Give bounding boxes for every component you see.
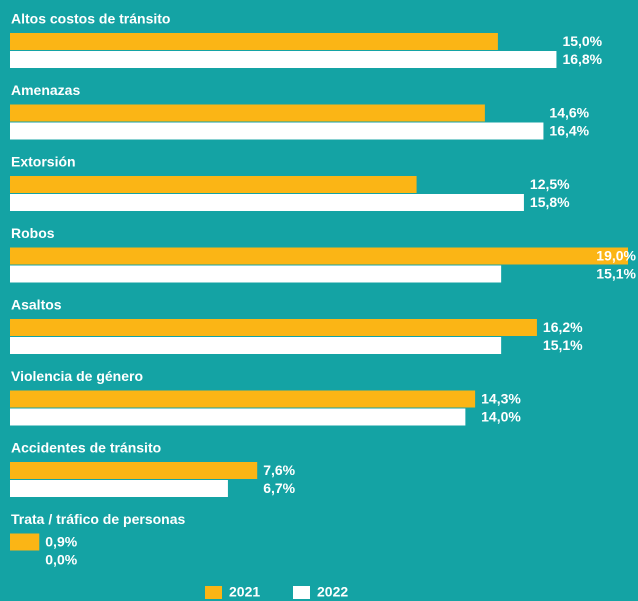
category-label: Trata / tráfico de personas	[11, 511, 185, 527]
category-label: Accidentes de tránsito	[11, 440, 161, 456]
legend-swatch	[293, 586, 310, 599]
category-label: Robos	[11, 225, 55, 241]
value-label: 14,6%	[549, 105, 589, 121]
bar	[10, 337, 502, 354]
legend-label: 2021	[229, 584, 260, 600]
value-label: 0,9%	[45, 534, 77, 550]
value-label: 15,8%	[530, 194, 570, 210]
value-label: 0,0%	[45, 552, 77, 568]
value-label: 16,8%	[562, 51, 602, 67]
category-label: Altos costos de tránsito	[11, 11, 170, 27]
bar	[10, 390, 476, 408]
value-label: 15,1%	[543, 337, 583, 353]
value-label: 7,6%	[263, 462, 295, 478]
bar	[10, 319, 537, 336]
bar	[10, 194, 524, 211]
category-label: Amenazas	[11, 82, 80, 98]
value-label: 15,1%	[596, 266, 636, 282]
bar	[10, 176, 417, 193]
bar	[10, 51, 557, 68]
value-label: 14,3%	[481, 391, 521, 407]
bar	[10, 462, 258, 479]
value-label: 16,2%	[543, 319, 583, 335]
bar	[10, 408, 466, 426]
value-label: 16,4%	[549, 123, 589, 139]
bar	[10, 265, 502, 283]
bar	[10, 104, 485, 122]
value-label: 12,5%	[530, 176, 570, 192]
category-label: Asaltos	[11, 297, 62, 313]
category-label: Extorsión	[11, 154, 76, 170]
value-label: 6,7%	[263, 480, 295, 496]
bar	[10, 33, 498, 50]
value-label: 14,0%	[481, 409, 521, 425]
legend-label: 2022	[317, 584, 348, 600]
category-label: Violencia de género	[11, 368, 143, 384]
bar	[10, 533, 40, 551]
bar	[10, 480, 228, 497]
value-label: 15,0%	[562, 33, 602, 49]
bar	[10, 247, 628, 265]
legend-swatch	[205, 586, 222, 599]
bar	[10, 122, 544, 140]
value-label: 19,0%	[596, 248, 636, 264]
